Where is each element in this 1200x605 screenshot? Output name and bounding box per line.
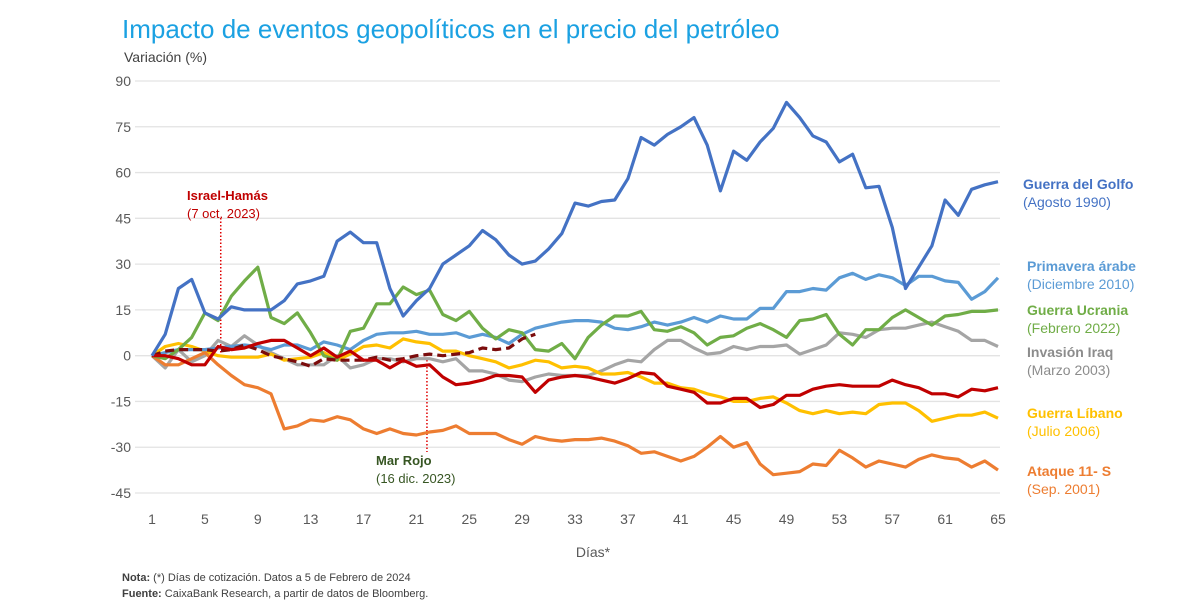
x-tick-label: 21	[409, 511, 425, 527]
x-tick-label: 57	[884, 511, 900, 527]
legend-date: (Julio 2006)	[1027, 423, 1100, 439]
y-tick-label: 60	[115, 165, 131, 181]
x-axis-ticks: 1 5 9 13 17 21 25 29 33 37 41 45 49 53 57 61 65	[148, 511, 1006, 527]
series-line-7	[151, 332, 536, 368]
y-tick-label: 45	[115, 210, 131, 226]
x-tick-label: 13	[303, 511, 319, 527]
series-line-4	[151, 337, 999, 423]
legend-name: Ataque 11- S	[1027, 463, 1111, 479]
footnote: Nota: (*) Días de cotización. Datos a 5 …	[122, 572, 411, 584]
source-text: CaixaBank Research, a partir de datos de…	[162, 588, 429, 600]
x-tick-label: 49	[779, 511, 795, 527]
x-axis-label: Días*	[576, 544, 611, 560]
source-label: Fuente:	[122, 588, 162, 600]
legend-name: Primavera árabe	[1027, 258, 1136, 274]
y-tick-label: 0	[123, 348, 131, 364]
legend-date: (Marzo 2003)	[1027, 362, 1110, 378]
x-tick-label: 29	[514, 511, 530, 527]
x-tick-label: 37	[620, 511, 636, 527]
x-tick-label: 53	[832, 511, 848, 527]
legend-date: (Diciembre 2010)	[1027, 276, 1134, 292]
y-tick-label: 75	[115, 119, 131, 135]
series-line-5	[151, 351, 999, 477]
series-line-0	[150, 100, 999, 357]
x-tick-label: 41	[673, 511, 689, 527]
event-label: Mar Rojo	[376, 453, 432, 468]
x-tick-label: 25	[461, 511, 477, 527]
y-tick-label: 90	[115, 73, 131, 89]
y-tick-label: 15	[115, 302, 131, 318]
series-lines	[150, 100, 1000, 477]
legend-name: Guerra Líbano	[1027, 405, 1123, 421]
source: Fuente: CaixaBank Research, a partir de …	[122, 588, 428, 600]
note-text: (*) Días de cotización. Datos a 5 de Feb…	[150, 572, 410, 584]
x-tick-label: 17	[356, 511, 372, 527]
event-date: (7 oct. 2023)	[187, 206, 260, 221]
legend-date: (Agosto 1990)	[1023, 194, 1111, 210]
legend-name: Invasión Iraq	[1027, 344, 1113, 360]
y-axis-ticks: 90 75 60 45 30 15 0 -15 -30 -45	[111, 73, 131, 501]
event-label: Israel-Hamás	[187, 188, 268, 203]
legend-name: Guerra Ucrania	[1027, 302, 1128, 318]
x-tick-label: 9	[254, 511, 262, 527]
gridlines	[135, 80, 1000, 494]
x-tick-label: 5	[201, 511, 209, 527]
legend-date: (Febrero 2022)	[1027, 320, 1120, 336]
legend-date: (Sep. 2001)	[1027, 481, 1100, 497]
note-label: Nota:	[122, 572, 150, 584]
event-date: (16 dic. 2023)	[376, 471, 456, 486]
x-tick-label: 61	[937, 511, 953, 527]
chart-title: Impacto de eventos geopolíticos en el pr…	[122, 14, 780, 44]
x-tick-label: 45	[726, 511, 742, 527]
y-tick-label: -30	[111, 439, 131, 455]
series-line-2	[151, 265, 999, 362]
x-tick-label: 65	[990, 511, 1006, 527]
legend: Guerra del Golfo (Agosto 1990) Primavera á…	[1023, 176, 1136, 497]
x-tick-label: 1	[148, 511, 156, 527]
y-tick-label: -45	[111, 485, 131, 501]
series-line-6	[152, 338, 999, 410]
x-tick-label: 33	[567, 511, 583, 527]
y-axis-label: Variación (%)	[124, 49, 207, 65]
event-annotations: Israel-Hamás (7 oct. 2023) Mar Rojo (16 dic…	[187, 188, 456, 486]
y-tick-label: 30	[115, 256, 131, 272]
series-line-1	[151, 271, 1000, 358]
y-tick-label: -15	[111, 393, 131, 409]
legend-name: Guerra del Golfo	[1023, 176, 1133, 192]
